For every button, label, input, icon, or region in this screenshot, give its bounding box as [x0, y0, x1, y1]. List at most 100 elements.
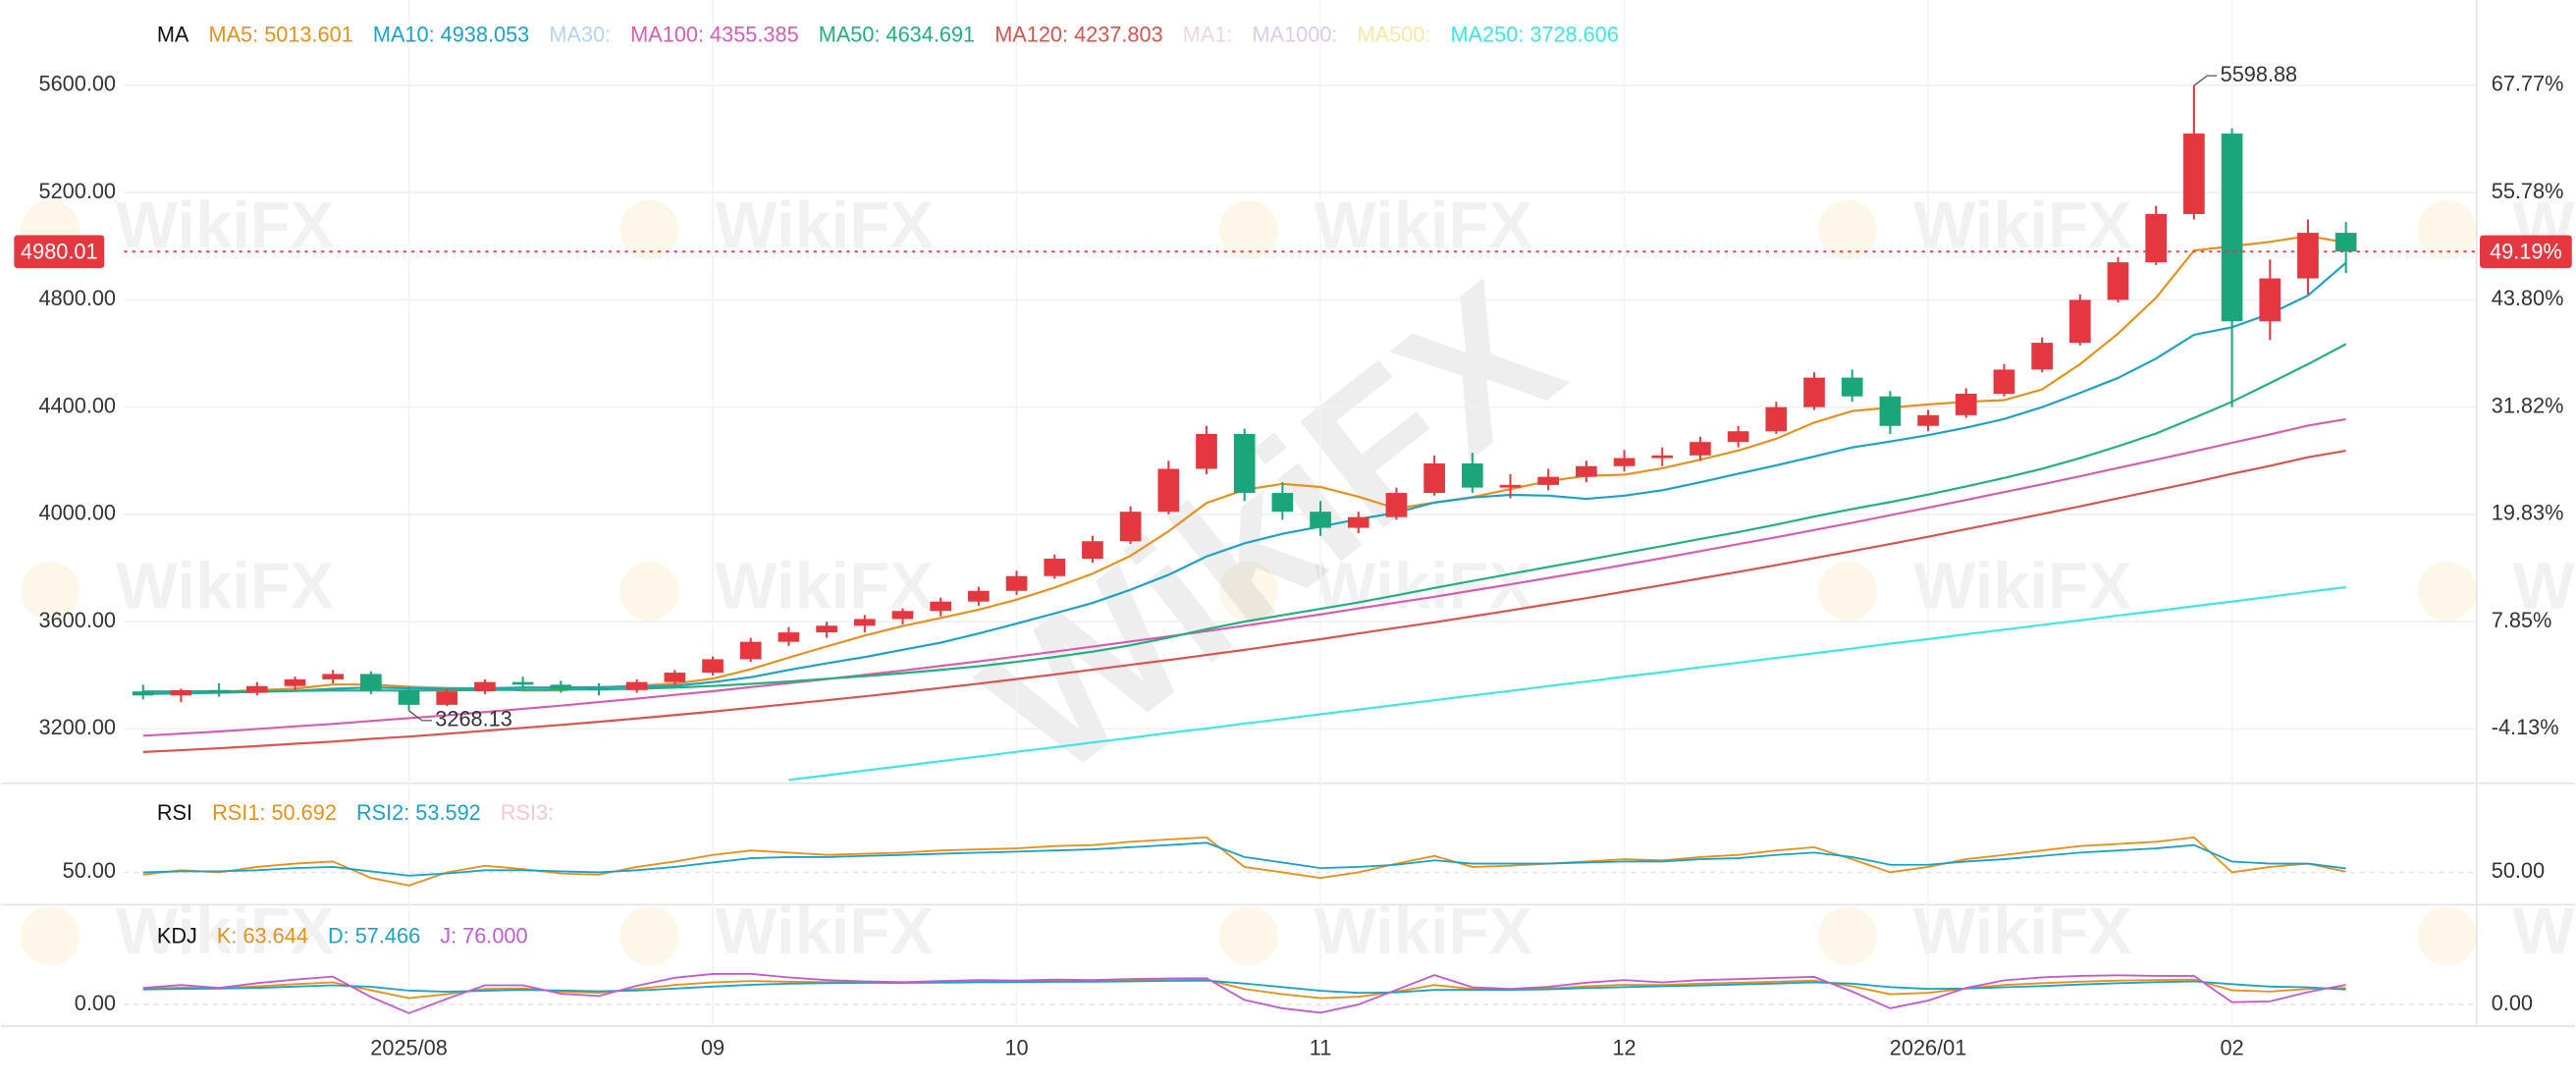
y2-tick-label: 19.83% [2492, 501, 2564, 525]
candle-body [1196, 433, 1217, 469]
ma-line [142, 449, 2346, 753]
candle-body [550, 684, 572, 689]
legend-entry: MA120: 4237.803 [994, 23, 1162, 47]
legend-title: KDJ [157, 924, 197, 948]
x-tick-label: 2025/08 [370, 1035, 448, 1059]
legend-entry: MA50: 4634.691 [819, 23, 975, 47]
candle-body [170, 689, 192, 696]
y-tick-label: 3600.00 [39, 608, 117, 632]
watermark: WikiFX [1913, 894, 2132, 968]
legend-entry-inactive: MA30: [549, 23, 611, 47]
candle-body [1005, 575, 1028, 591]
candle-body [930, 601, 952, 612]
watermark-icon [619, 906, 679, 966]
x-tick-label: 2026/01 [1890, 1035, 1967, 1059]
candle-body [2183, 134, 2205, 214]
legend-title: MA [157, 23, 189, 47]
x-tick-label: 10 [1004, 1035, 1028, 1059]
candle-body [1233, 433, 1256, 494]
candle-body [322, 674, 345, 679]
legend-entry: J: 76.000 [440, 924, 527, 948]
watermark-icon [2417, 200, 2477, 260]
candle-body [588, 688, 610, 691]
candle-body [2031, 343, 2053, 370]
candle-body [853, 619, 876, 626]
candle-body [1461, 463, 1483, 488]
watermark: WikiFX [715, 550, 934, 623]
candles [132, 85, 2357, 711]
legend-entry: MA5: 5013.601 [208, 23, 352, 47]
indicator-tick-label: 0.00 [75, 991, 116, 1015]
candle-body [2259, 278, 2281, 322]
legend-entry-inactive: MA500: [1358, 23, 1431, 47]
candle-body [2068, 299, 2091, 344]
candle-body [1803, 377, 1825, 407]
low-leader [408, 710, 432, 722]
watermark-icon [619, 561, 679, 622]
legend-entry-inactive: RSI3: [501, 800, 554, 825]
candle-body [1993, 369, 2015, 394]
x-tick-label: 02 [2220, 1035, 2243, 1059]
candle-body [1044, 558, 1066, 576]
x-tick-label: 12 [1612, 1035, 1636, 1059]
y2-tick-label: 55.78% [2492, 179, 2564, 203]
candle-body [816, 625, 837, 633]
low-label: 3268.13 [435, 707, 512, 731]
candle-body [511, 681, 534, 685]
indicator-tick-label-right: 50.00 [2492, 858, 2545, 883]
candle-body [208, 689, 230, 693]
candle-body [1082, 541, 1103, 559]
candle-body [2145, 213, 2168, 263]
watermark: WikiFX [1913, 550, 2132, 623]
legend-entry: MA10: 4938.053 [373, 23, 529, 47]
candle-body [1119, 512, 1142, 542]
y2-tick-label: 67.77% [2492, 72, 2564, 96]
indicator-line [142, 836, 2346, 887]
last-price-box [14, 235, 105, 268]
watermark: WikiFX [116, 189, 335, 262]
watermark-icon [1818, 561, 1878, 622]
legend-entry-inactive: MA1: [1183, 23, 1233, 47]
candle-body [1347, 516, 1369, 528]
ma-line [788, 585, 2346, 782]
watermark-icon [619, 200, 679, 260]
y2-tick-label: 43.80% [2492, 286, 2564, 310]
candle-body [1651, 455, 1674, 459]
x-tick-label: 11 [1310, 1035, 1332, 1059]
last-change-box [2480, 235, 2572, 269]
watermark: WikiFX [1913, 189, 2132, 262]
candle-body [739, 641, 762, 660]
ma-line [142, 417, 2346, 737]
candle-body [625, 681, 648, 690]
candle-body [474, 681, 496, 692]
candle-body [968, 590, 990, 602]
watermark: WikiFX [715, 189, 934, 262]
candle-body [1385, 493, 1408, 517]
candle-body [2107, 262, 2129, 300]
candle-body [1537, 476, 1560, 485]
legend-entry: RSI1: 50.692 [212, 800, 337, 825]
candle-body [1613, 458, 1636, 466]
indicator-line [142, 979, 2346, 995]
indicator-tick-label: 50.00 [63, 858, 116, 883]
legend-entry: RSI2: 53.592 [356, 800, 481, 825]
legend-entry: MA250: 3728.606 [1450, 23, 1618, 47]
high-label: 5598.88 [2221, 62, 2298, 86]
candle-body [284, 678, 306, 686]
y2-tick-label: 31.82% [2492, 393, 2564, 417]
watermark-icon [1818, 200, 1878, 260]
candle-body [360, 674, 382, 690]
y-tick-label: 4800.00 [39, 286, 117, 310]
last-change-label: 49.19% [2490, 240, 2562, 264]
watermark: WikiFX [1315, 894, 1533, 968]
candle-body [1917, 414, 1939, 426]
watermark: WikiFX [2512, 894, 2576, 968]
y-tick-label: 5600.00 [39, 72, 117, 96]
candle-body [1499, 484, 1522, 488]
watermark-icon [1218, 561, 1278, 622]
y2-tick-label: -4.13% [2492, 715, 2559, 739]
candle-body [398, 689, 420, 705]
